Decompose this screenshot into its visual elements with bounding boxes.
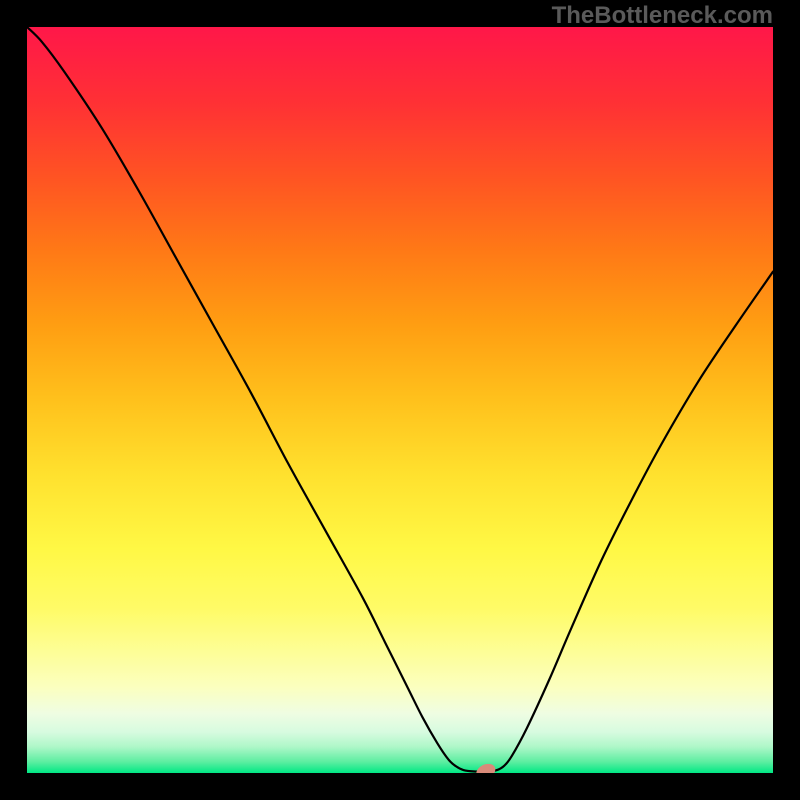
chart-svg: [27, 27, 773, 773]
plot-area: [27, 27, 773, 773]
chart-frame: TheBottleneck.com: [0, 0, 800, 800]
watermark-text: TheBottleneck.com: [552, 2, 773, 30]
gradient-background: [27, 27, 773, 773]
